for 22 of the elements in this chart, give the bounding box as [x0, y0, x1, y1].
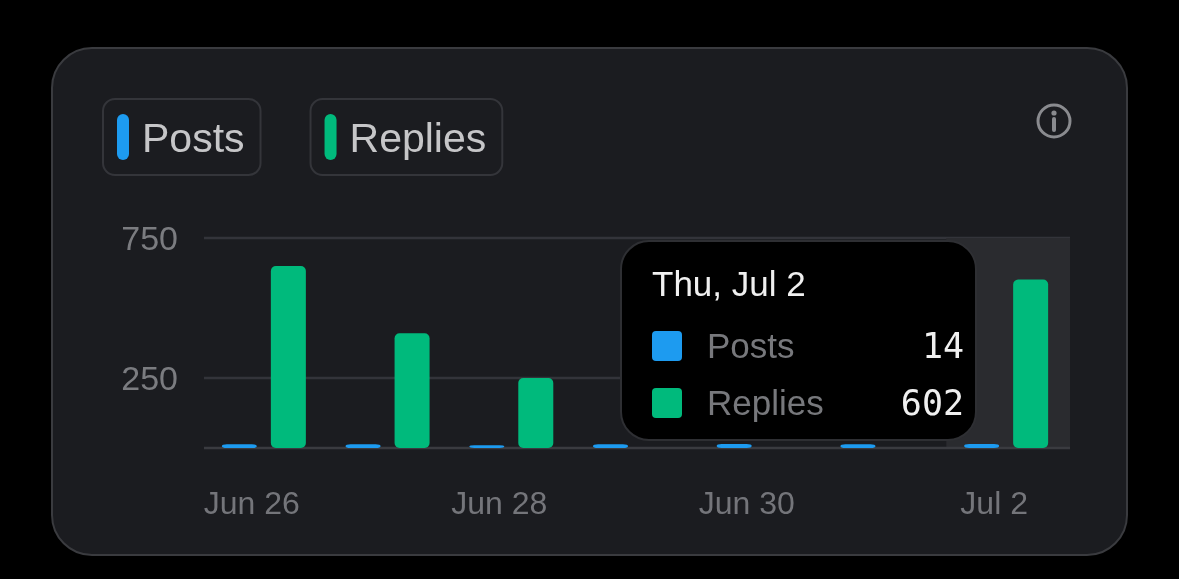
text: Replies 602: [707, 382, 965, 423]
y-tick-label: 750: [121, 219, 178, 258]
bar: [345, 444, 381, 448]
legend-label: Posts: [142, 115, 245, 161]
x-tick-label: Jun 26: [203, 485, 300, 521]
bar: [270, 266, 306, 448]
y-tick-label: 250: [121, 359, 178, 398]
bar: [518, 378, 554, 448]
bar: [964, 444, 1000, 448]
bar: [840, 444, 876, 448]
bar: [394, 333, 430, 448]
legend-label: Replies: [349, 115, 487, 161]
bar: [1013, 279, 1049, 448]
x-tick-label: Jul 2: [960, 485, 1028, 521]
bar: [469, 445, 505, 448]
text: Posts 14: [707, 325, 965, 366]
x-tick-label: Jun 28: [451, 485, 548, 521]
bar: [593, 444, 628, 448]
bar: [221, 444, 257, 448]
annotation: Thu, Jul 2: [652, 264, 806, 303]
bar: [716, 444, 752, 448]
x-tick-label: Jun 30: [698, 485, 795, 521]
